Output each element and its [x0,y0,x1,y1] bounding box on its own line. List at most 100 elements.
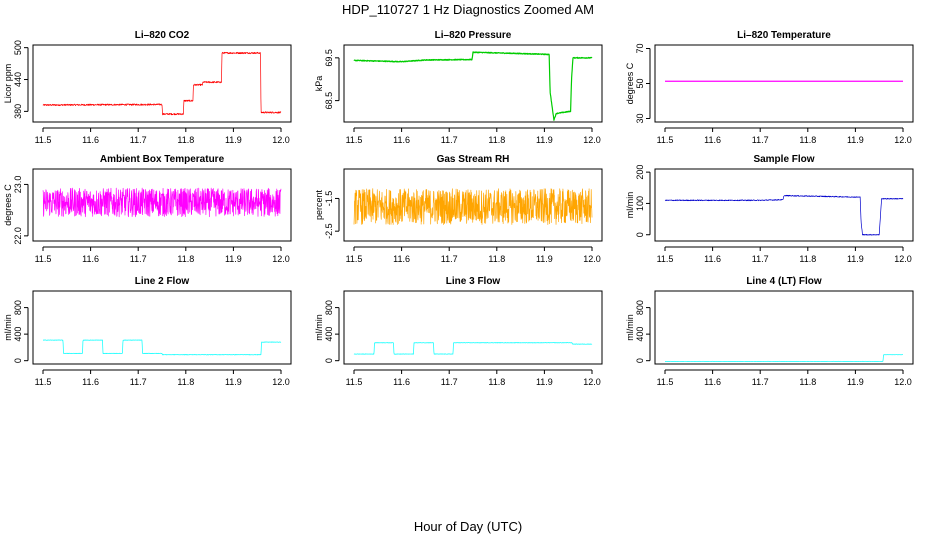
y-axis-label: degrees C [625,62,635,104]
y-tick-label: 23.0 [13,176,23,194]
chart-panel-3: Li–820 Temperature degrees C 11.5 11.6 11.7 1… [625,30,914,145]
x-tick-label: 11.8 [488,377,505,387]
plot-frame [343,44,603,123]
chart-panel-8: Line 3 Flow ml/min 11.5 11.6 11.7 11.8 11.9 12.… [314,276,603,387]
chart-panel-5: Gas Stream RH percent 11.5 11.6 11.7 11.8 11.9… [314,154,603,264]
data-series-line [42,51,282,116]
x-tick-label: 11.7 [752,254,769,264]
x-tick-label: 11.6 [704,135,721,145]
data-series-line [42,187,282,218]
x-tick-label: 11.9 [225,377,242,387]
y-tick-label: 800 [635,300,645,315]
x-tick-label: 11.6 [393,377,410,387]
y-tick-label: 30 [635,113,645,123]
plot-frame [654,44,914,123]
y-tick-label: 400 [635,327,645,342]
chart-title: Ambient Box Temperature [100,154,225,165]
x-tick-label: 11.5 [657,377,674,387]
x-tick-label: 12.0 [583,135,601,145]
x-tick-label: 11.8 [799,377,816,387]
y-tick-label: 800 [13,300,23,315]
x-tick-label: 11.9 [536,254,553,264]
x-tick-label: 12.0 [894,135,912,145]
y-tick-label: 0 [635,232,645,237]
data-series-line [353,188,593,225]
y-axis-label: kPa [314,76,324,92]
plot-frame [32,290,292,365]
y-axis-label: degrees C [3,184,13,226]
y-tick-label: 70 [635,43,645,53]
y-tick-label: 69.5 [324,49,334,67]
y-axis-label: ml/min [625,192,635,219]
y-tick-label: 22.0 [13,227,23,245]
chart-panel-1: Li–820 CO2 Licor ppm 11.5 11.6 11.7 11.8 11.9 1… [3,30,292,145]
y-tick-label: 400 [13,327,23,342]
chart-title: Line 3 Flow [446,276,501,287]
x-tick-label: 11.7 [441,254,458,264]
chart-panel-2: Li–820 Pressure kPa 11.5 11.6 11.7 11.8 11.9 12… [314,30,603,145]
x-tick-label: 11.9 [225,135,242,145]
y-tick-label: 0 [324,358,334,363]
x-tick-label: 11.8 [799,254,816,264]
chart-panel-6: Sample Flow ml/min 11.5 11.6 11.7 11.8 11.9 12.… [625,154,914,264]
y-tick-label: 400 [324,327,334,342]
chart-title: Sample Flow [753,154,814,165]
x-tick-label: 11.8 [177,254,194,264]
x-axis-label: Hour of Day (UTC) [413,519,523,534]
x-tick-label: 11.9 [536,135,553,145]
x-tick-label: 11.8 [177,135,194,145]
chart-title: Li–820 Temperature [737,30,831,41]
x-tick-label: 11.5 [346,254,363,264]
x-tick-label: 11.9 [847,254,864,264]
x-tick-label: 11.8 [177,377,194,387]
x-tick-label: 11.6 [393,254,410,264]
chart-panel-9: Line 4 (LT) Flow ml/min 11.5 11.6 11.7 11.8 11… [625,276,914,387]
x-tick-label: 11.8 [488,135,505,145]
y-tick-label: 0 [635,358,645,363]
x-tick-label: 11.9 [225,254,242,264]
x-tick-label: 11.9 [536,377,553,387]
x-tick-label: 11.6 [82,254,99,264]
x-tick-label: 11.5 [35,254,52,264]
x-tick-label: 11.9 [847,377,864,387]
plot-frame [32,44,292,123]
x-tick-label: 11.9 [847,135,864,145]
x-tick-label: 11.6 [393,135,410,145]
x-tick-label: 11.5 [657,135,674,145]
x-tick-label: 12.0 [583,254,601,264]
data-series-line [353,342,593,355]
plot-frame [343,168,603,242]
data-series-line [664,194,904,236]
y-axis-label: percent [314,189,324,220]
chart-title: Gas Stream RH [437,154,510,165]
y-axis-label: ml/min [3,314,13,341]
x-tick-label: 11.5 [657,254,674,264]
plot-frame [654,290,914,365]
y-tick-label: 200 [635,165,645,180]
x-tick-label: 11.8 [799,135,816,145]
data-series-line [664,354,904,362]
x-tick-label: 11.6 [82,135,99,145]
y-axis-label: Licor ppm [3,64,13,104]
y-tick-label: 800 [324,300,334,315]
y-tick-label: 50 [635,78,645,88]
x-tick-label: 11.6 [82,377,99,387]
figure-title: HDP_110727 1 Hz Diagnostics Zoomed AM [342,2,594,17]
x-tick-label: 11.7 [130,254,147,264]
y-tick-label: -2.5 [324,223,334,239]
y-tick-label: 68.5 [324,92,334,110]
x-tick-label: 11.6 [704,254,721,264]
x-tick-label: 11.7 [130,377,147,387]
x-tick-label: 12.0 [272,135,290,145]
x-tick-label: 11.7 [752,135,769,145]
chart-title: Line 2 Flow [135,276,190,287]
chart-title: Li–820 CO2 [135,30,190,41]
x-tick-label: 11.8 [488,254,505,264]
y-tick-label: 0 [13,358,23,363]
chart-panel-4: Ambient Box Temperature degrees C 11.5 11.6… [3,154,292,264]
y-tick-label: 500 [13,40,23,55]
plot-frame [654,168,914,242]
x-tick-label: 12.0 [272,254,290,264]
y-axis-label: ml/min [314,314,324,341]
